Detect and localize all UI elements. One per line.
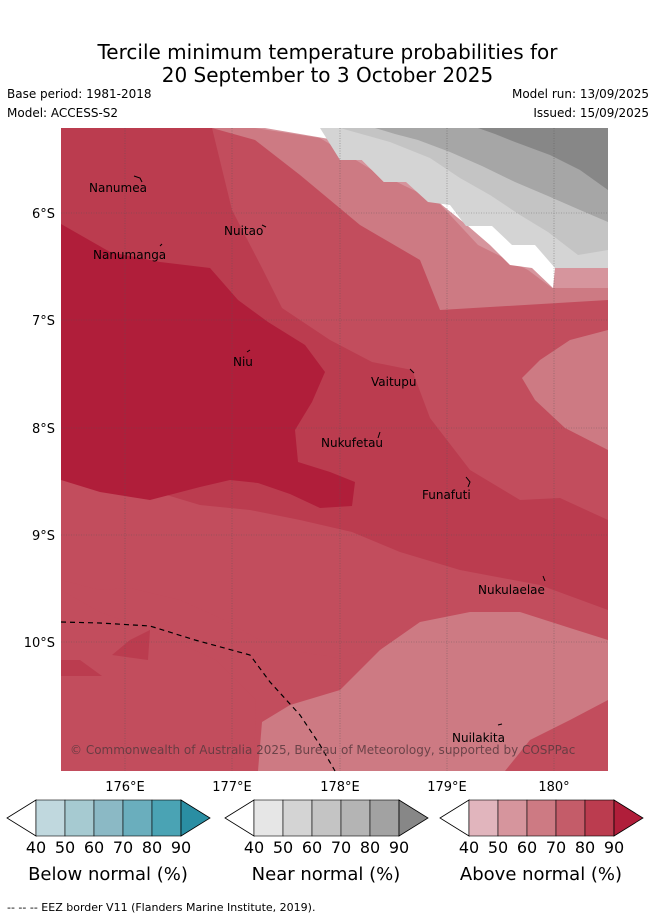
colorbar-tick-label: 80 [142,838,162,857]
place-label-niu: Niu [233,355,253,369]
colorbar-extend-high [180,799,211,837]
above-normal-80-90-area [61,224,355,508]
above-normal-70-80-south-patch [61,660,102,676]
copyright-notice: © Commonwealth of Australia 2025, Bureau… [70,743,575,757]
probability-map [61,128,608,771]
colorbar-tick-label: 90 [389,838,409,857]
model-run-date: Model run: 13/09/2025 [511,87,649,101]
above-normal-70-80-area [61,128,608,610]
colorbar-segment [468,799,499,837]
colorbar-tick-label: 60 [302,838,322,857]
map-title-line-1: Tercile minimum temperature probabilitie… [97,40,558,64]
lat-label: 9°S [32,529,55,544]
colorbar-tick-label: 40 [459,838,479,857]
lon-label: 179°E [427,780,467,795]
colorbar-title-above: Above normal (%) [460,864,622,885]
colorbar-segment [369,799,400,837]
lon-label: 178°E [320,780,360,795]
island-outlines [133,175,546,726]
colorbar-extend-high [613,799,644,837]
lon-label: 176°E [105,780,145,795]
colorbar-extend-low [439,799,470,837]
lat-label: 8°S [32,422,55,437]
lat-label: 10°S [24,636,55,651]
colorbar-segment [311,799,342,837]
colorbar-tick-label: 50 [273,838,293,857]
colorbar-tick-label: 50 [488,838,508,857]
colorbar-tick-label: 80 [575,838,595,857]
colorbar-tick-label: 70 [113,838,133,857]
place-label-nanumea: Nanumea [89,181,147,195]
above-normal-50-60-east-area [522,330,608,450]
colorbar-segment [64,799,95,837]
place-label-vaitupu: Vaitupu [371,375,417,389]
lat-label: 7°S [32,314,55,329]
base-period: Base period: 1981-2018 [7,87,152,101]
colorbar-tick-label: 50 [55,838,75,857]
colorbar-tick-label: 90 [604,838,624,857]
colorbar-below-normal: 40 50 60 70 80 90 [6,799,211,857]
issued-date: Issued: 15/09/2025 [533,106,649,120]
colorbar-segment [497,799,528,837]
latitude-axis: 6°S 7°S 8°S 9°S 10°S [24,207,55,651]
colorbar-segment [253,799,284,837]
colorbar-extend-low [6,799,37,837]
colorbar-tick-label: 40 [244,838,264,857]
colorbar-segment [340,799,371,837]
above-normal-70-80-south-patch-2 [112,630,150,660]
colorbar-tick-label: 70 [546,838,566,857]
near-normal-70-80-area [478,128,608,190]
colorbar-title-below: Below normal (%) [28,864,188,885]
colorbar-tick-label: 60 [517,838,537,857]
colorbar-near-normal: 40 50 60 70 80 90 [224,799,429,857]
colorbar-segment [584,799,615,837]
above-normal-50-60-south-area [258,612,608,771]
place-label-nuitao: Nuitao [224,224,263,238]
colorbar-segment [282,799,313,837]
lon-label: 180° [538,780,569,795]
colorbar-title-near: Near normal (%) [252,864,401,885]
model-name: Model: ACCESS-S2 [7,106,119,120]
map-title-line-2: 20 September to 3 October 2025 [161,63,494,87]
colorbar-segment [526,799,557,837]
colorbar-tick-label: 90 [171,838,191,857]
lon-label: 177°E [212,780,252,795]
colorbar-tick-label: 80 [360,838,380,857]
place-label-nuilakita: Nuilakita [452,731,505,745]
longitude-axis: 176°E 177°E 178°E 179°E 180° [105,780,569,795]
place-label-nanumanga: Nanumanga [93,248,166,262]
colorbar-extend-low [224,799,255,837]
place-label-nukulaelae: Nukulaelae [478,583,545,597]
map-gridlines [61,128,608,771]
colorbar-segment [151,799,182,837]
lat-label: 6°S [32,207,55,222]
colorbar-segment [555,799,586,837]
colorbar-tick-label: 70 [331,838,351,857]
eez-border-line [60,621,336,772]
eez-legend: -- -- -- EEZ border V11 (Flanders Marine… [7,901,315,914]
colorbar-segment [93,799,124,837]
place-label-nukufetau: Nukufetau [321,436,383,450]
colorbar-segment [122,799,153,837]
colorbar-above-normal: 40 50 60 70 80 90 [439,799,644,857]
colorbar-extend-high [398,799,429,837]
colorbar-tick-label: 60 [84,838,104,857]
colorbar-tick-label: 40 [26,838,46,857]
colorbar-segment [35,799,66,837]
place-label-funafuti: Funafuti [422,488,471,502]
